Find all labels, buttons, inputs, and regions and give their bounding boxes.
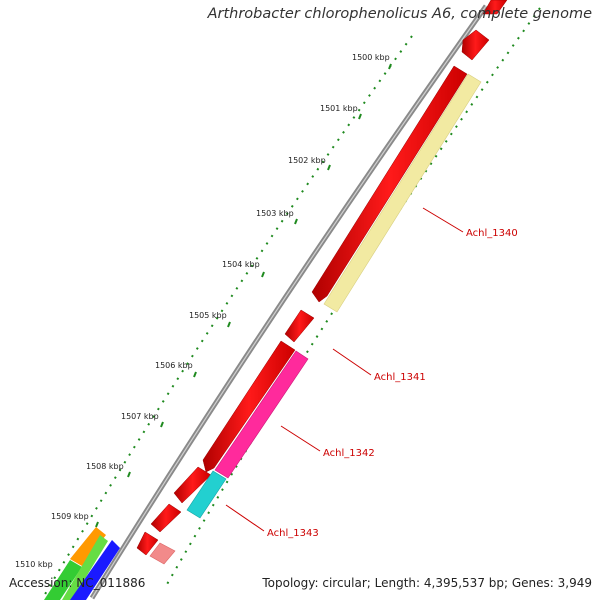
scale-ticks — [95, 63, 392, 528]
gene-feature — [461, 29, 490, 61]
scale-label-1507: 1507 kbp — [121, 412, 159, 421]
scale-label-1510: 1510 kbp — [15, 560, 53, 569]
scale-ring — [43, 35, 413, 597]
gene-feature — [311, 65, 468, 303]
gene-label-achl-1340[interactable]: Achl_1340 — [466, 228, 518, 239]
gene-label-achl-1342[interactable]: Achl_1342 — [323, 448, 375, 459]
gene-achl-1340[interactable] — [323, 73, 482, 313]
gene-feature — [150, 503, 182, 533]
scale-label-1506: 1506 kbp — [155, 361, 193, 370]
scale-label-1505: 1505 kbp — [189, 311, 227, 320]
scale-label-1509: 1509 kbp — [51, 512, 89, 521]
scale-label-1501: 1501 kbp — [320, 104, 358, 113]
forward-strand-genes — [136, 0, 508, 556]
gene-green[interactable] — [44, 560, 82, 600]
gene-feature — [482, 0, 508, 15]
gene-blue[interactable] — [70, 540, 120, 600]
gene-feature — [284, 309, 315, 343]
gene-light-red[interactable] — [149, 542, 176, 565]
gene-feature — [202, 340, 296, 473]
label-leaders — [225, 207, 464, 532]
gene-feature — [136, 531, 159, 556]
genome-summary-text: Topology: circular; Length: 4,395,537 bp… — [262, 576, 592, 590]
scale-label-1503: 1503 kbp — [256, 209, 294, 218]
scale-label-1500: 1500 kbp — [352, 53, 390, 62]
scale-label-1502: 1502 kbp — [288, 156, 326, 165]
accession-text: Accession: NC_011886 — [9, 576, 146, 590]
gene-orange[interactable] — [70, 527, 106, 566]
gene-label-achl-1341[interactable]: Achl_1341 — [374, 372, 426, 383]
scale-label-1508: 1508 kbp — [86, 462, 124, 471]
map-title: Arthrobacter chlorophenolicus A6, comple… — [207, 6, 592, 22]
gene-achl-1343[interactable] — [186, 470, 227, 519]
gene-green-2[interactable] — [62, 535, 108, 600]
gene-achl-1342[interactable] — [214, 350, 309, 479]
scale-label-1504: 1504 kbp — [222, 260, 260, 269]
gene-feature — [173, 466, 212, 504]
gene-label-achl-1343[interactable]: Achl_1343 — [267, 528, 319, 539]
inner-scale-ring — [165, 7, 541, 587]
genome-backbone — [89, 4, 489, 600]
